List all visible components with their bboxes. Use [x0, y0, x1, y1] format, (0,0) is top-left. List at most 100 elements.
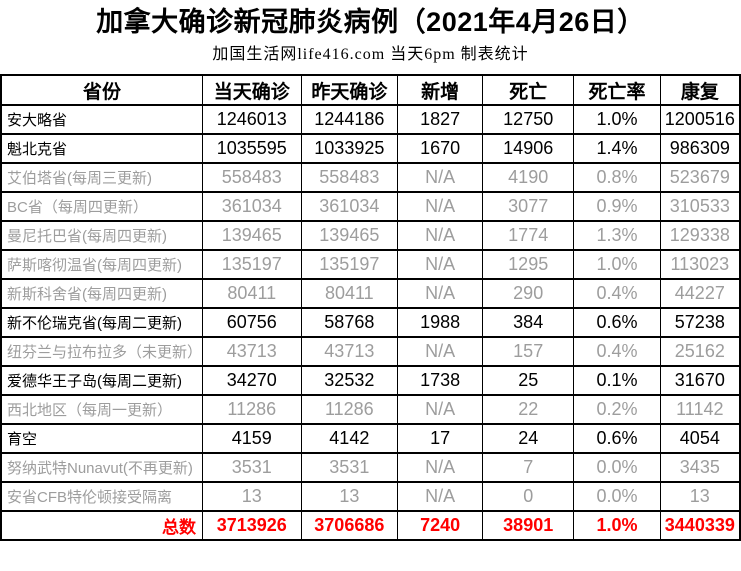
header-row: 省份 当天确诊 昨天确诊 新增 死亡 死亡率 康复 [0, 74, 741, 106]
header-deaths: 死亡 [482, 74, 575, 106]
header-new-cases: 新增 [397, 74, 484, 106]
table-row: 安省CFB特伦顿接受隔离 13 13 N/A 0 0.0% 13 [0, 481, 741, 512]
table-row: 萨斯喀彻温省(每周四更新) 135197 135197 N/A 1295 1.0… [0, 249, 741, 280]
death-rate-cell: 0.1% [573, 365, 661, 396]
table-row: BC省（每周四更新） 361034 361034 N/A 3077 0.9% 3… [0, 191, 741, 222]
table-row: 艾伯塔省(每周三更新) 558483 558483 N/A 4190 0.8% … [0, 162, 741, 193]
province-cell: 曼尼托巴省(每周四更新) [0, 220, 204, 251]
yesterday-confirmed-cell: 4142 [300, 423, 399, 454]
death-rate-cell: 0.6% [573, 307, 661, 338]
today-confirmed-cell: 13 [202, 481, 302, 512]
deaths-cell: 3077 [482, 191, 575, 222]
new-cases-cell: N/A [397, 278, 484, 309]
province-cell: 新斯科舍省(每周四更新) [0, 278, 204, 309]
new-cases-cell: 1988 [397, 307, 484, 338]
deaths-cell: 14906 [482, 133, 575, 164]
new-cases-cell: 1670 [397, 133, 484, 164]
province-cell: 育空 [0, 423, 204, 454]
table-row: 努纳武特Nunavut(不再更新) 3531 3531 N/A 7 0.0% 3… [0, 452, 741, 483]
deaths-cell: 7 [482, 452, 575, 483]
table-row: 西北地区（每周一更新） 11286 11286 N/A 22 0.2% 1114… [0, 394, 741, 425]
yesterday-confirmed-cell: 43713 [300, 336, 399, 367]
yesterday-confirmed-cell: 3706686 [300, 510, 399, 541]
new-cases-cell: N/A [397, 220, 484, 251]
recovered-cell: 986309 [659, 133, 741, 164]
today-confirmed-cell: 558483 [202, 162, 302, 193]
province-cell: 总数 [0, 510, 204, 541]
yesterday-confirmed-cell: 3531 [300, 452, 399, 483]
header-recovered: 康复 [659, 74, 741, 106]
recovered-cell: 310533 [659, 191, 741, 222]
new-cases-cell: 1827 [397, 104, 484, 135]
death-rate-cell: 1.0% [573, 104, 661, 135]
today-confirmed-cell: 1246013 [202, 104, 302, 135]
new-cases-cell: N/A [397, 191, 484, 222]
yesterday-confirmed-cell: 558483 [300, 162, 399, 193]
province-cell: 纽芬兰与拉布拉多（未更新） [0, 336, 204, 367]
today-confirmed-cell: 135197 [202, 249, 302, 280]
province-cell: 安大略省 [0, 104, 204, 135]
deaths-cell: 384 [482, 307, 575, 338]
recovered-cell: 25162 [659, 336, 741, 367]
new-cases-cell: N/A [397, 394, 484, 425]
new-cases-cell: N/A [397, 452, 484, 483]
recovered-cell: 3440339 [659, 510, 741, 541]
deaths-cell: 12750 [482, 104, 575, 135]
today-confirmed-cell: 11286 [202, 394, 302, 425]
new-cases-cell: N/A [397, 162, 484, 193]
death-rate-cell: 0.8% [573, 162, 661, 193]
covid-stats-table: 省份 当天确诊 昨天确诊 新增 死亡 死亡率 康复 安大略省 1246013 1… [0, 74, 741, 541]
new-cases-cell: N/A [397, 249, 484, 280]
table-row: 魁北克省 1035595 1033925 1670 14906 1.4% 986… [0, 133, 741, 164]
table-row: 纽芬兰与拉布拉多（未更新） 43713 43713 N/A 157 0.4% 2… [0, 336, 741, 367]
table-row: 安大略省 1246013 1244186 1827 12750 1.0% 120… [0, 104, 741, 135]
today-confirmed-cell: 43713 [202, 336, 302, 367]
page-title: 加拿大确诊新冠肺炎病例（2021年4月26日） [96, 7, 645, 37]
province-cell: 西北地区（每周一更新） [0, 394, 204, 425]
new-cases-cell: N/A [397, 481, 484, 512]
today-confirmed-cell: 4159 [202, 423, 302, 454]
death-rate-cell: 0.9% [573, 191, 661, 222]
death-rate-cell: 1.0% [573, 510, 661, 541]
today-confirmed-cell: 60756 [202, 307, 302, 338]
table-body: 安大略省 1246013 1244186 1827 12750 1.0% 120… [0, 104, 741, 541]
province-cell: 安省CFB特伦顿接受隔离 [0, 481, 204, 512]
table-row: 爱德华王子岛(每周二更新) 34270 32532 1738 25 0.1% 3… [0, 365, 741, 396]
yesterday-confirmed-cell: 135197 [300, 249, 399, 280]
table-row: 育空 4159 4142 17 24 0.6% 4054 [0, 423, 741, 454]
deaths-cell: 22 [482, 394, 575, 425]
today-confirmed-cell: 3531 [202, 452, 302, 483]
new-cases-cell: 17 [397, 423, 484, 454]
today-confirmed-cell: 361034 [202, 191, 302, 222]
death-rate-cell: 0.4% [573, 336, 661, 367]
recovered-cell: 1200516 [659, 104, 741, 135]
deaths-cell: 24 [482, 423, 575, 454]
header-death-rate: 死亡率 [573, 74, 661, 106]
yesterday-confirmed-cell: 11286 [300, 394, 399, 425]
province-cell: 艾伯塔省(每周三更新) [0, 162, 204, 193]
deaths-cell: 290 [482, 278, 575, 309]
death-rate-cell: 1.3% [573, 220, 661, 251]
death-rate-cell: 1.0% [573, 249, 661, 280]
province-cell: BC省（每周四更新） [0, 191, 204, 222]
deaths-cell: 157 [482, 336, 575, 367]
recovered-cell: 31670 [659, 365, 741, 396]
recovered-cell: 129338 [659, 220, 741, 251]
today-confirmed-cell: 80411 [202, 278, 302, 309]
recovered-cell: 11142 [659, 394, 741, 425]
death-rate-cell: 0.2% [573, 394, 661, 425]
yesterday-confirmed-cell: 58768 [300, 307, 399, 338]
recovered-cell: 57238 [659, 307, 741, 338]
death-rate-cell: 0.4% [573, 278, 661, 309]
yesterday-confirmed-cell: 361034 [300, 191, 399, 222]
header-today-confirmed: 当天确诊 [202, 74, 302, 106]
deaths-cell: 25 [482, 365, 575, 396]
yesterday-confirmed-cell: 13 [300, 481, 399, 512]
deaths-cell: 38901 [482, 510, 575, 541]
table-row: 新不伦瑞克省(每周二更新) 60756 58768 1988 384 0.6% … [0, 307, 741, 338]
new-cases-cell: 1738 [397, 365, 484, 396]
deaths-cell: 1774 [482, 220, 575, 251]
header-yesterday-confirmed: 昨天确诊 [300, 74, 399, 106]
yesterday-confirmed-cell: 32532 [300, 365, 399, 396]
yesterday-confirmed-cell: 139465 [300, 220, 399, 251]
